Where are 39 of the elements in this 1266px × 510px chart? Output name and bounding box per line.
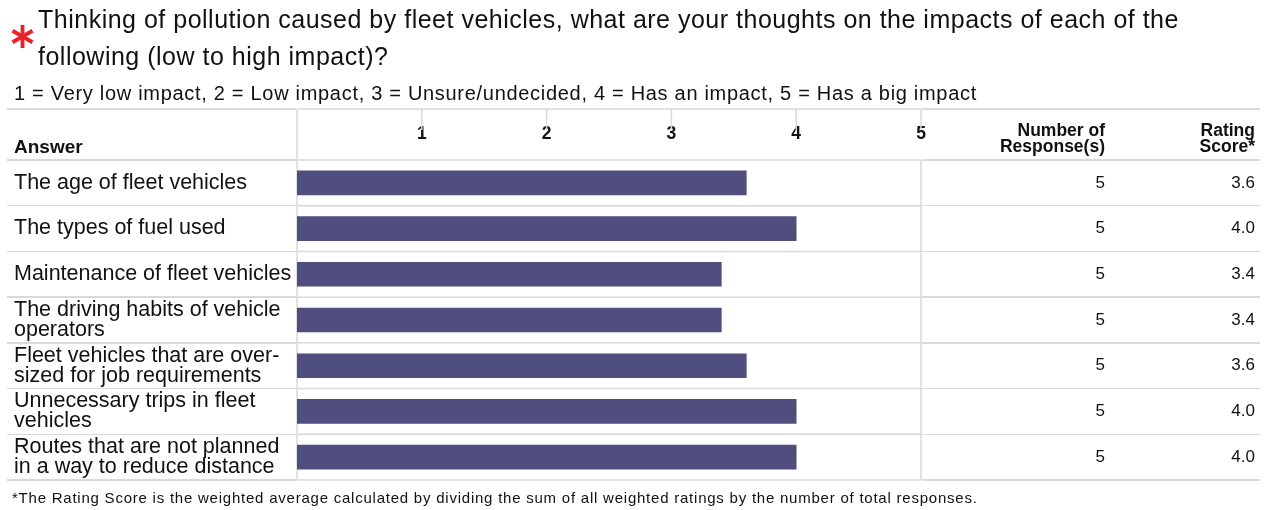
bar bbox=[297, 353, 747, 379]
text: 5 bbox=[1095, 218, 1105, 238]
bar bbox=[297, 399, 797, 424]
data-label: 3.6 bbox=[1231, 172, 1255, 192]
data-label: 4.0 bbox=[1231, 218, 1255, 238]
text: Rating Score* bbox=[1199, 119, 1256, 156]
text: 5 bbox=[1095, 355, 1105, 375]
y-tick-label: Unnecessary trips in fleet vehicles bbox=[14, 388, 256, 433]
bar bbox=[297, 170, 747, 196]
bar bbox=[297, 216, 797, 241]
text: 5 bbox=[1095, 172, 1105, 192]
y-tick-label: Maintenance of fleet vehicles bbox=[14, 261, 292, 286]
chart-title: Thinking of pollution caused by fleet vehicles, what are your thoughts on the impacts of each of the following (low to high impact)? bbox=[38, 4, 1180, 72]
data-label: 3.4 bbox=[1231, 263, 1255, 283]
data-label: 3.4 bbox=[1231, 309, 1255, 329]
y-tick-label: Routes that are not planned in a way to reduce distance bbox=[14, 434, 280, 479]
x-tick-label: 2 bbox=[541, 123, 552, 144]
x-tick-label: 1 bbox=[416, 123, 427, 144]
text: 5 bbox=[1095, 263, 1105, 283]
bar bbox=[297, 307, 722, 333]
x-tick-label: 5 bbox=[916, 123, 927, 144]
x-tick-label: 3 bbox=[666, 123, 677, 144]
y-tick-label: The driving habits of vehicle operators bbox=[14, 296, 281, 341]
text: Number of Response(s) bbox=[999, 119, 1106, 156]
y-tick-label: The age of fleet vehicles bbox=[14, 169, 248, 194]
text: *The Rating Score is the weighted average calculated by dividing the sum of all weighted ratings by the number of total responses. bbox=[12, 489, 978, 506]
y-tick-label: Fleet vehicles that are over-sized for job requirements bbox=[14, 342, 280, 387]
chart-subtitle: 1 = Very low impact, 2 = Low impact, 3 = Unsure/undecided, 4 = Has an impact, 5 = Has a big impact bbox=[14, 82, 977, 105]
text: 5 bbox=[1095, 446, 1105, 466]
data-label: 4.0 bbox=[1231, 446, 1255, 466]
data-label: 3.6 bbox=[1231, 355, 1255, 375]
y-axis-title: Answer bbox=[14, 136, 84, 157]
text: 5 bbox=[1095, 309, 1105, 329]
x-tick-label: 4 bbox=[791, 123, 802, 144]
y-tick-label: The types of fuel used bbox=[14, 215, 226, 240]
bar bbox=[297, 261, 722, 287]
data-label: 4.0 bbox=[1231, 401, 1255, 421]
text: 5 bbox=[1095, 401, 1105, 421]
bar bbox=[297, 444, 797, 470]
